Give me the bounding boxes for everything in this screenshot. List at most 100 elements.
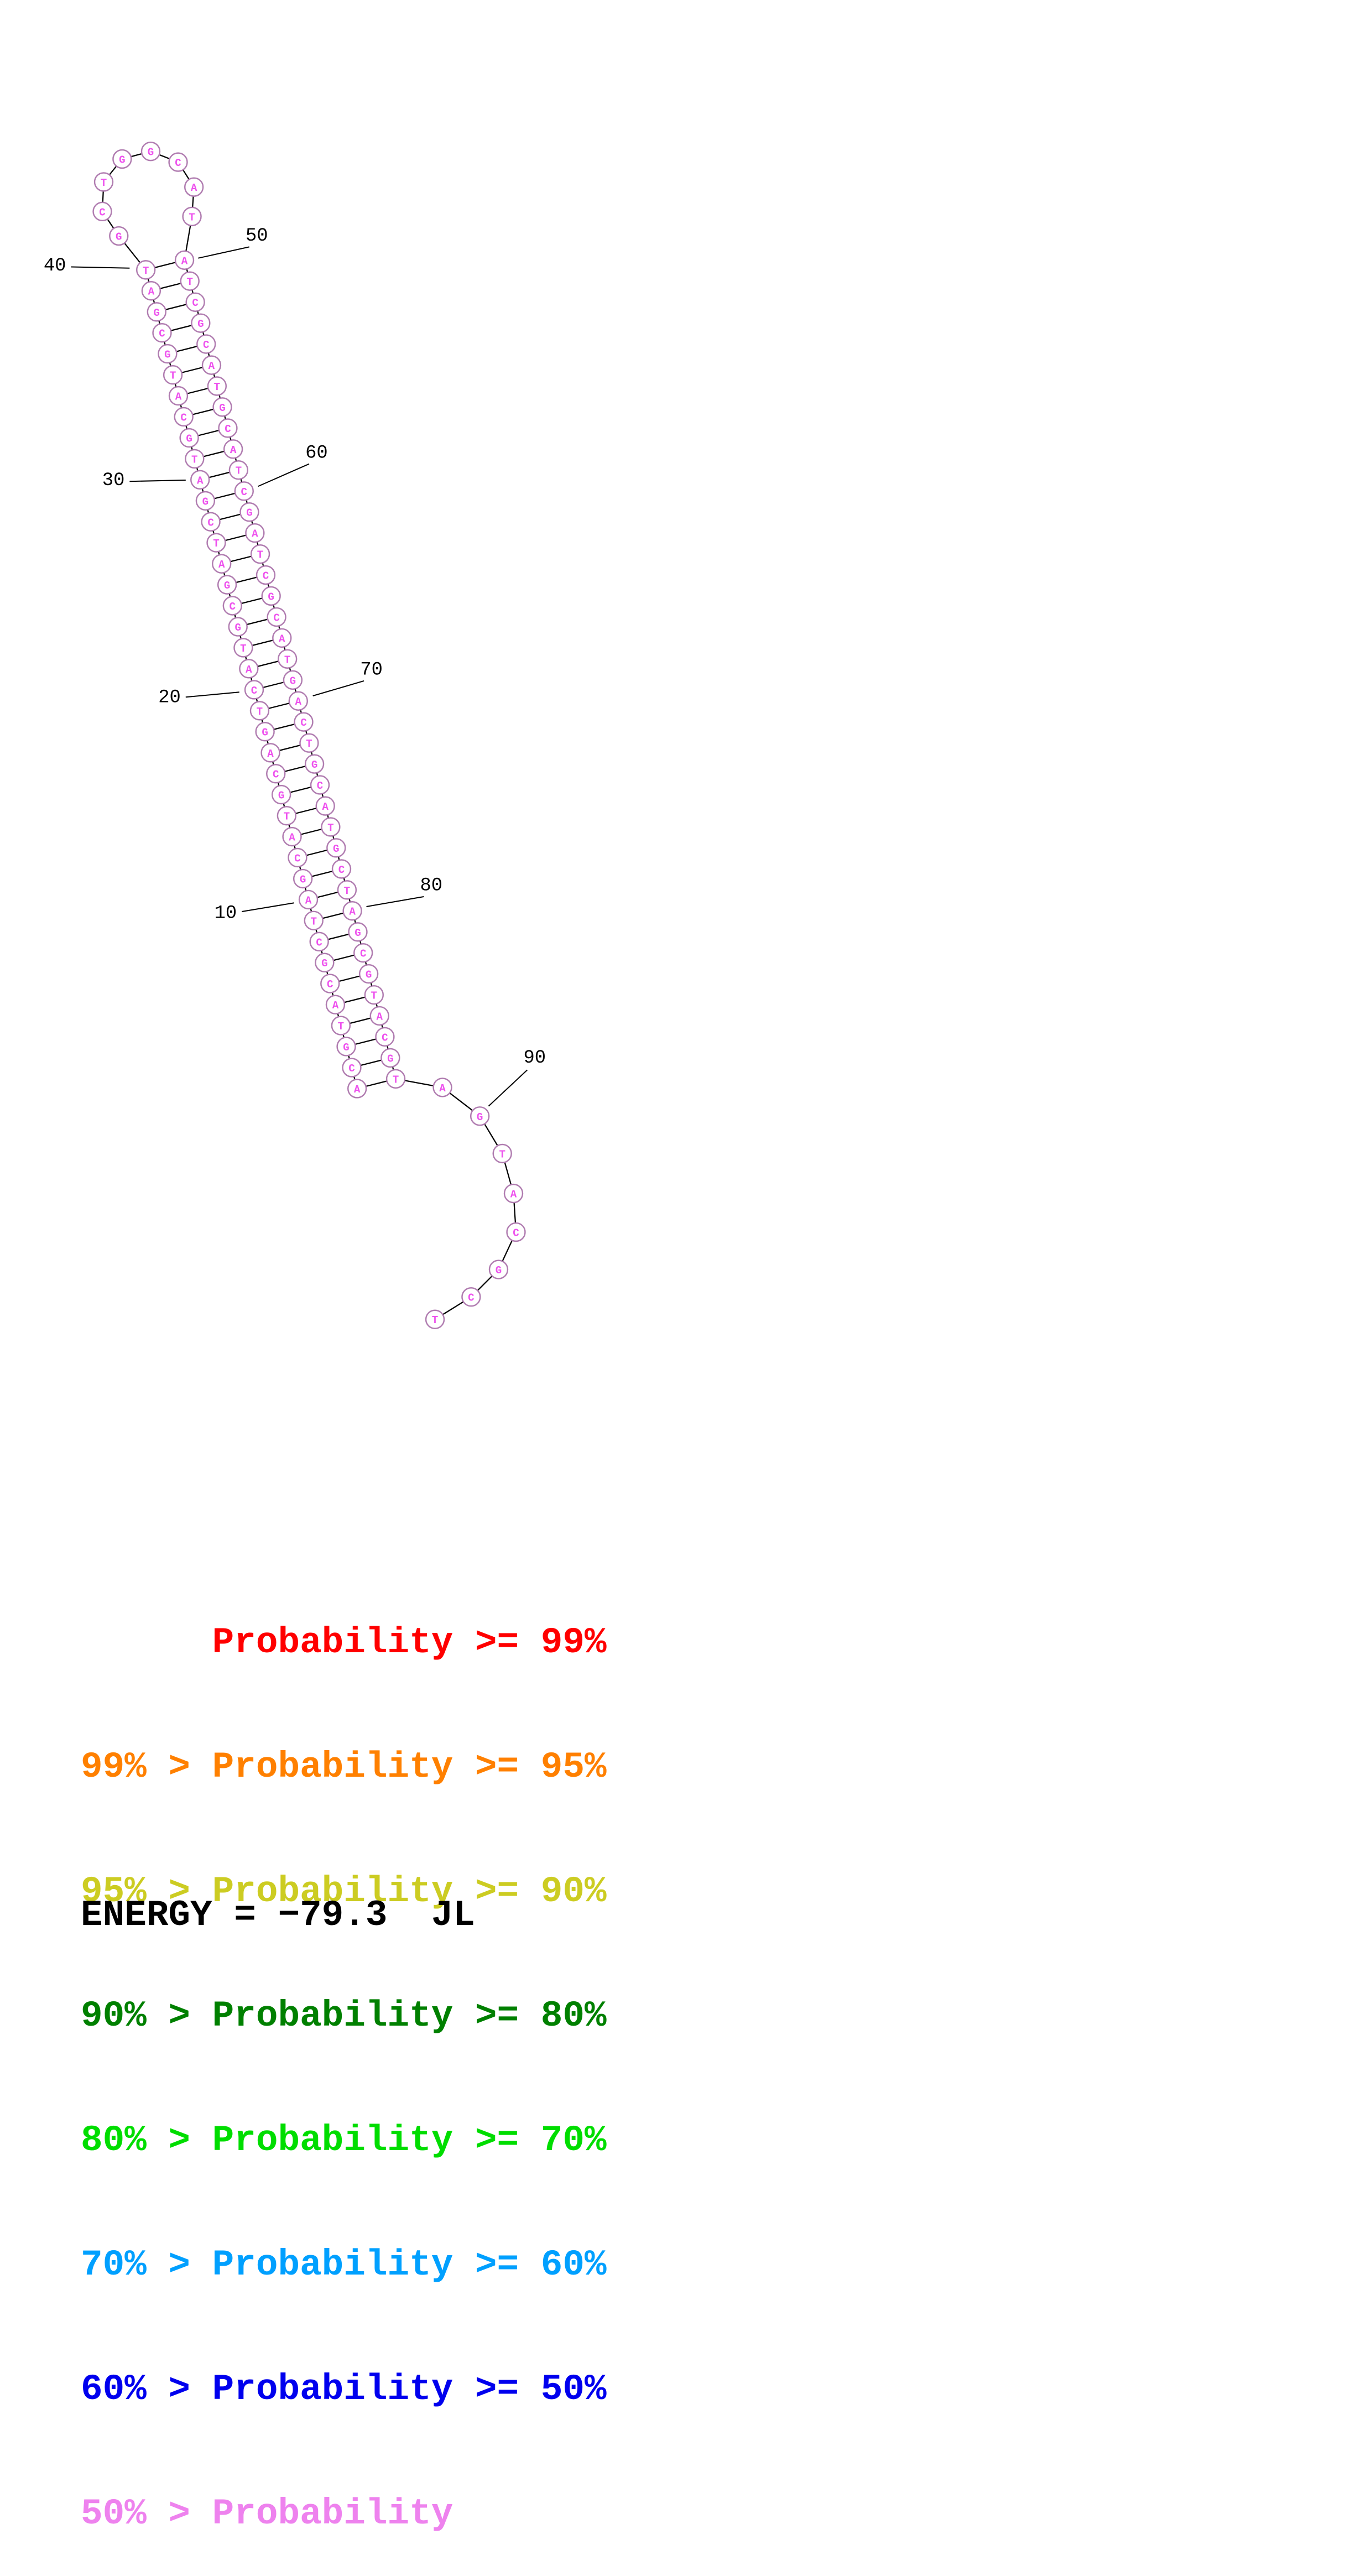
nucleotide-circle xyxy=(217,575,237,595)
nucleotide-circle xyxy=(315,953,335,972)
legend-row-below-50: 50% > Probability xyxy=(81,2493,453,2535)
nucleotide-base-letter: C xyxy=(348,1063,355,1075)
nucleotide-base-letter: T xyxy=(170,370,176,382)
nucleotide-base-letter: C xyxy=(99,206,105,218)
nucleotide-base-letter: C xyxy=(273,612,279,625)
nucleotide-base-letter: A xyxy=(252,528,258,540)
nucleotide-circle xyxy=(93,172,114,192)
nucleotide-base-letter: G xyxy=(290,675,296,687)
nucleotide-circle xyxy=(304,754,325,774)
nucleotide-circle xyxy=(353,943,373,963)
nucleotide-base-letter: C xyxy=(513,1227,519,1239)
nucleotide-circle xyxy=(256,565,276,585)
nucleotide-circle xyxy=(228,460,249,480)
nucleotide-base-letter: G xyxy=(197,318,204,330)
nucleotide-circle xyxy=(331,859,352,879)
nucleotide-base-letter: C xyxy=(203,339,209,351)
nucleotide-base-letter: A xyxy=(349,906,356,918)
nucleotide-circle xyxy=(158,344,178,364)
legend-row-80: 90% > Probability >= 80% xyxy=(81,1995,607,2037)
nucleotide-base-letter: G xyxy=(496,1264,502,1277)
nucleotide-circle xyxy=(184,177,204,197)
nucleotide-circle xyxy=(320,974,340,993)
nucleotide-circle xyxy=(267,607,286,627)
nucleotide-circle xyxy=(180,271,200,291)
nucleotide-circle xyxy=(245,523,265,543)
legend-row-60: 70% > Probability >= 60% xyxy=(81,2244,607,2286)
nucleotide-circle xyxy=(337,880,357,900)
nucleotide-circle xyxy=(272,628,292,648)
nucleotide-base-letter: T xyxy=(214,381,220,393)
position-leader-line xyxy=(488,1069,528,1107)
nucleotide-base-letter: A xyxy=(218,559,225,571)
sequence-position-label: 50 xyxy=(246,226,268,247)
nucleotide-base-letter: C xyxy=(300,717,306,729)
sequence-position-label: 90 xyxy=(524,1048,546,1069)
nucleotide-base-letter: G xyxy=(262,727,268,739)
nucleotide-circle xyxy=(223,439,243,459)
legend-row-70: 80% > Probability >= 70% xyxy=(81,2120,607,2161)
nucleotide-base-letter: G xyxy=(148,147,154,159)
nucleotide-circle xyxy=(185,292,205,312)
nucleotide-circle xyxy=(342,1058,362,1078)
sequence-position-label: 60 xyxy=(305,443,328,464)
nucleotide-circle xyxy=(321,817,341,837)
nucleotide-circle xyxy=(277,649,298,669)
nucleotide-circle xyxy=(185,449,205,469)
nucleotide-circle xyxy=(298,889,319,910)
nucleotide-base-letter: T xyxy=(213,538,219,550)
nucleotide-circle xyxy=(283,670,303,690)
nucleotide-base-letter: T xyxy=(371,990,377,1002)
nucleotide-base-letter: C xyxy=(468,1292,474,1304)
sequence-position-label: 30 xyxy=(102,470,125,491)
legend-row-95: 99% > Probability >= 95% xyxy=(81,1746,607,1788)
nucleotide-base-letter: C xyxy=(241,486,247,498)
nucleotide-circle xyxy=(190,470,210,490)
nucleotide-base-letter: A xyxy=(246,664,252,676)
nucleotide-circle xyxy=(293,868,313,889)
nucleotide-base-letter: C xyxy=(159,328,165,340)
nucleotide-circle xyxy=(348,922,368,942)
nucleotide-circle xyxy=(201,355,222,375)
nucleotide-base-letter: T xyxy=(306,738,312,750)
nucleotide-base-letter: G xyxy=(321,957,327,970)
nucleotide-circle xyxy=(385,1069,406,1089)
nucleotide-base-letter: C xyxy=(273,769,279,781)
nucleotide-circle xyxy=(342,901,362,921)
nucleotide-base-letter: A xyxy=(376,1011,383,1023)
nucleotide-circle xyxy=(461,1287,481,1307)
nucleotide-circle xyxy=(375,1027,395,1047)
nucleotide-base-letter: G xyxy=(246,507,252,519)
nucleotide-circle xyxy=(201,512,221,532)
nucleotide-base-letter: T xyxy=(284,811,290,823)
sequence-position-label: 70 xyxy=(360,660,383,681)
nucleotide-base-letter: T xyxy=(186,276,192,288)
nucleotide-base-letter: A xyxy=(208,360,215,372)
nucleotide-base-letter: T xyxy=(499,1148,505,1160)
nucleotide-circle xyxy=(347,1079,367,1099)
nucleotide-circle xyxy=(425,1309,445,1329)
nucleotide-base-letter: C xyxy=(316,936,322,949)
nucleotide-base-letter: A xyxy=(439,1083,446,1095)
nucleotide-circle xyxy=(244,680,264,700)
nucleotide-base-letter: C xyxy=(192,297,198,309)
sequence-position-label: 40 xyxy=(44,256,66,277)
nucleotide-circle xyxy=(503,1183,524,1204)
nucleotide-base-letter: C xyxy=(180,412,186,424)
nucleotide-circle xyxy=(168,386,189,406)
nucleotide-circle xyxy=(488,1260,509,1279)
nucleotide-base-letter: C xyxy=(317,780,323,792)
nucleotide-base-letter: G xyxy=(333,843,339,855)
nucleotide-circle xyxy=(470,1106,490,1126)
nucleotide-circle xyxy=(191,313,211,333)
nucleotide-base-letter: C xyxy=(382,1032,388,1044)
nucleotide-base-letter: C xyxy=(360,948,366,960)
nucleotide-base-letter: T xyxy=(143,265,149,277)
nucleotide-base-letter: T xyxy=(257,549,263,561)
nucleotide-base-letter: C xyxy=(230,601,236,613)
nucleotide-base-letter: G xyxy=(477,1111,483,1123)
nucleotide-base-letter: T xyxy=(338,1021,344,1033)
nucleotide-circle xyxy=(218,418,238,438)
nucleotide-circle xyxy=(109,226,129,246)
nucleotide-circle xyxy=(168,152,188,172)
